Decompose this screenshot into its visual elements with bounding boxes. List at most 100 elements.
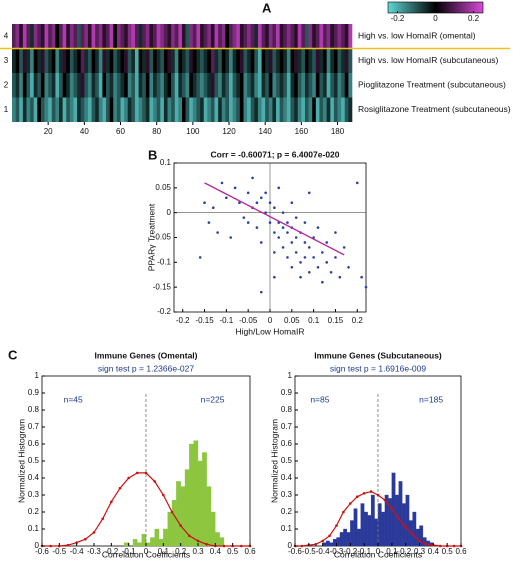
heatmap-cell	[348, 48, 353, 73]
heatmap-cell	[19, 97, 24, 122]
heatmap-cell	[142, 73, 147, 98]
heatmap-cell	[229, 24, 233, 49]
curve-point	[170, 510, 174, 514]
heatmap-cell	[102, 97, 107, 122]
sign-test: sign test p = 1.6916e-009	[330, 363, 426, 373]
heatmap-cell	[149, 48, 154, 73]
heatmap-cell	[312, 48, 317, 73]
row-label: Rosiglitazone Treatment (subcutaneous)	[358, 104, 511, 114]
heatmap-cell	[210, 24, 215, 49]
heatmap-cell	[257, 73, 262, 98]
bar	[322, 542, 327, 547]
heatmap-cell	[138, 24, 143, 49]
heatmap-cell	[344, 73, 349, 98]
curve-point	[362, 492, 366, 495]
heatmap-cell	[337, 97, 342, 122]
heatmap-cell	[286, 48, 291, 73]
heatmap-cell	[66, 73, 71, 98]
heatmap-cell	[308, 73, 313, 98]
heatmap-cell	[40, 73, 45, 98]
heatmap-cell	[33, 97, 38, 122]
point	[294, 216, 298, 219]
heatmap-cell	[113, 48, 118, 73]
heatmap-cell	[315, 73, 320, 98]
x-tick-label: 140	[259, 127, 273, 136]
heatmap-cell	[163, 48, 168, 73]
heatmap-cell	[254, 24, 259, 49]
heatmap-cell	[12, 97, 16, 122]
heatmap-cell	[142, 97, 147, 122]
y-tick-label: 0	[288, 541, 293, 550]
heatmap-cell	[37, 97, 42, 122]
heatmap-cell	[55, 24, 60, 49]
x-tick-label: 0.05	[284, 316, 300, 325]
heatmap-cell	[171, 73, 176, 98]
heatmap-cell	[207, 73, 212, 98]
heatmap-cell	[142, 48, 147, 73]
heatmap-cell	[265, 73, 270, 98]
heatmap-cell	[243, 97, 248, 122]
heatmap-cell	[145, 97, 150, 122]
heatmap-cell	[214, 24, 219, 49]
heatmap-cell	[290, 97, 295, 122]
heatmap-cell	[84, 73, 89, 98]
bar	[336, 537, 341, 547]
heatmap-cell	[247, 73, 252, 98]
point	[355, 181, 359, 185]
point	[303, 241, 307, 244]
heatmap-cell	[308, 97, 313, 122]
heatmap-cell	[236, 97, 241, 122]
point	[321, 280, 324, 284]
heatmap-cell	[138, 97, 143, 122]
y-tick-label: 0.05	[155, 183, 171, 192]
bar	[370, 494, 375, 547]
heatmap-cell	[333, 73, 338, 98]
fit-line	[204, 182, 345, 256]
x-tick-label: -0.15	[195, 316, 214, 325]
heatmap-cell	[221, 97, 226, 122]
heatmap-cell	[116, 73, 121, 98]
heatmap-cell	[40, 48, 45, 73]
heatmap-cell	[348, 24, 353, 49]
heatmap-cell	[149, 73, 154, 98]
heatmap-cell	[225, 97, 230, 122]
heatmap-cell	[196, 24, 201, 49]
y-tick-label: 0	[35, 541, 40, 550]
heatmap-cell	[189, 24, 194, 49]
curve-point	[376, 493, 380, 497]
n-left: n=45	[64, 394, 83, 404]
heatmap-cell	[153, 24, 157, 49]
x-tick-label: 0.2	[352, 316, 364, 325]
heatmap-cell	[163, 24, 168, 49]
heatmap-cell	[174, 48, 179, 73]
heatmap-cell	[221, 48, 226, 73]
heatmap-cell	[348, 97, 353, 122]
point	[225, 196, 228, 200]
heatmap-cell	[279, 73, 284, 98]
curve-point	[300, 544, 304, 548]
x-tick-label: 0.6	[244, 547, 256, 556]
heatmap-cell	[15, 73, 20, 98]
heatmap-cell	[174, 97, 179, 122]
heatmap-cell	[19, 24, 24, 49]
heatmap-cell	[189, 48, 194, 73]
heatmap-cell	[192, 48, 197, 73]
y-tick-label: -0.15	[153, 282, 172, 291]
point	[259, 241, 263, 244]
heatmap-cell	[272, 97, 277, 122]
bar	[145, 542, 151, 547]
heatmap-cell	[182, 48, 186, 73]
heatmap-cell	[178, 73, 183, 98]
heatmap-cell	[138, 48, 143, 73]
heatmap-cell	[116, 48, 121, 73]
point	[286, 256, 289, 259]
heatmap-cell	[77, 24, 82, 49]
heatmap-cell	[203, 97, 208, 122]
heatmap-cell	[333, 97, 338, 122]
heatmap-cell	[218, 73, 223, 98]
heatmap-cell	[239, 73, 244, 98]
x-tick-label: 0	[376, 547, 381, 556]
heatmap-cell	[326, 24, 331, 49]
panel-letter: C	[8, 347, 18, 362]
curve-point	[335, 524, 338, 527]
